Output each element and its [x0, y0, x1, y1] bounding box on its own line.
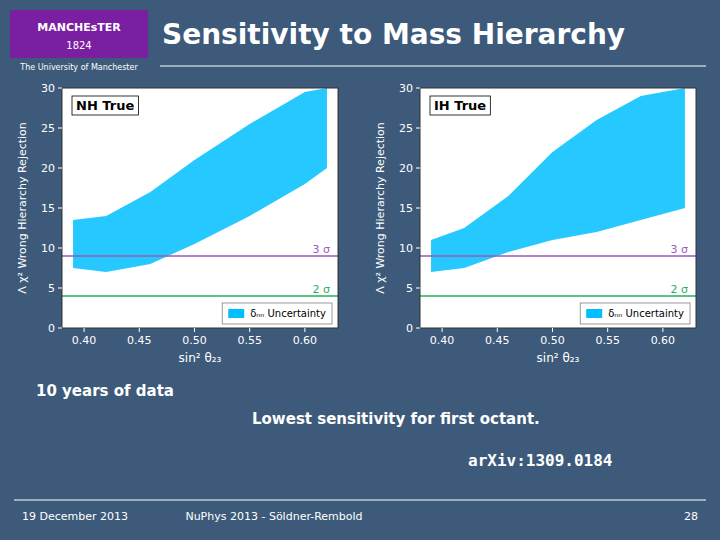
uncertainty-band — [431, 88, 685, 272]
x-tick-label: 0.60 — [293, 334, 318, 347]
panel-label: NH True — [72, 96, 138, 115]
y-tick-label: 5 — [406, 282, 413, 295]
marks — [420, 88, 696, 296]
y-tick-label: 30 — [41, 82, 55, 95]
x-tick-label: 0.40 — [430, 334, 455, 347]
x-tick — [194, 328, 195, 332]
y-tick-label: 30 — [399, 82, 413, 95]
y-tick-label: 0 — [48, 322, 55, 335]
x-tick-label: 0.45 — [485, 334, 510, 347]
background — [0, 0, 720, 540]
y-tick — [416, 88, 420, 89]
marks — [62, 88, 338, 296]
logo-box — [10, 10, 148, 58]
legend-swatch — [228, 309, 244, 318]
y-tick-label: 5 — [48, 282, 55, 295]
legend-swatch — [586, 309, 602, 318]
x-tick-label: 0.60 — [651, 334, 676, 347]
x-tick-label: 0.50 — [540, 334, 565, 347]
y-tick-label: 20 — [41, 162, 55, 175]
x-tick — [497, 328, 498, 332]
panel-label: IH True — [430, 96, 490, 115]
y-tick — [58, 328, 62, 329]
x-tick-label: 0.50 — [182, 334, 207, 347]
plot-area — [420, 88, 696, 328]
logo-text: MANCHEsTER — [37, 21, 121, 34]
y-tick — [58, 168, 62, 169]
x-tick — [442, 328, 443, 332]
x-tick — [84, 328, 85, 332]
panel-label-text: NH True — [76, 98, 134, 113]
y-axis-label: Λ χ² Wrong Hierarchy Rejection — [374, 122, 387, 294]
sigma-line — [420, 295, 696, 297]
x-tick — [139, 328, 140, 332]
y-tick-label: 20 — [399, 162, 413, 175]
y-tick-label: 10 — [41, 242, 55, 255]
y-tick — [416, 328, 420, 329]
sigma-line — [420, 255, 696, 257]
x-axis-label: sin² θ₂₃ — [179, 351, 222, 365]
footer-conference: NuPhys 2013 - Söldner-Rembold — [185, 510, 362, 523]
y-axis-label: Λ χ² Wrong Hierarchy Rejection — [16, 122, 29, 294]
x-tick — [662, 328, 663, 332]
legend: δₙₙ Uncertainty — [222, 303, 332, 324]
y-tick-label: 0 — [406, 322, 413, 335]
panel-label-box — [72, 96, 138, 115]
y-tick — [58, 128, 62, 129]
y-tick — [58, 88, 62, 89]
x-tick-label: 0.40 — [72, 334, 97, 347]
sigma-label: 3 σ — [313, 243, 330, 256]
x-tick — [304, 328, 305, 332]
y-tick-label: 10 — [399, 242, 413, 255]
slide-title: Sensitivity to Mass Hierarchy — [162, 18, 625, 51]
panel-label-text: IH True — [434, 98, 486, 113]
y-tick — [416, 168, 420, 169]
y-tick — [58, 208, 62, 209]
sigma-label: 2 σ — [671, 283, 688, 296]
x-tick — [249, 328, 250, 332]
x-tick — [607, 328, 608, 332]
y-tick — [58, 288, 62, 289]
y-tick — [416, 288, 420, 289]
logo-year: 1824 — [66, 40, 91, 51]
sigma-line — [62, 255, 338, 257]
chart: 3 σ 2 σ 0.40 0.45 0.50 0.55 0.60 0 5 10 15 20 25 30 si… — [16, 82, 338, 365]
sigma-line — [62, 295, 338, 297]
uncertainty-band — [73, 88, 327, 272]
footer-page: 28 — [684, 510, 698, 523]
x-axis-label: sin² θ₂₃ — [537, 351, 580, 365]
footer-date: 19 December 2013 — [22, 510, 128, 523]
sigma-label: 3 σ — [671, 243, 688, 256]
plot-area — [62, 88, 338, 328]
panel-label-box — [430, 96, 490, 115]
title-rule — [160, 66, 706, 67]
y-tick-label: 25 — [41, 122, 55, 135]
note-text: 10 years of data — [36, 382, 174, 400]
plot-frame — [62, 88, 338, 328]
y-tick — [58, 248, 62, 249]
footer-rule — [14, 500, 706, 501]
note-text: Lowest sensitivity for first octant. — [252, 410, 540, 428]
x-tick-label: 0.55 — [237, 334, 262, 347]
y-tick — [416, 128, 420, 129]
legend-frame — [222, 303, 332, 324]
logo-caption: The University of Manchester — [19, 63, 138, 72]
legend-text: δₙₙ Uncertainty — [608, 308, 684, 319]
y-tick-label: 25 — [399, 122, 413, 135]
sigma-label: 2 σ — [313, 283, 330, 296]
legend-frame — [580, 303, 690, 324]
y-tick — [416, 208, 420, 209]
x-tick-label: 0.55 — [595, 334, 620, 347]
y-tick-label: 15 — [399, 202, 413, 215]
legend-text: δₙₙ Uncertainty — [250, 308, 326, 319]
y-tick-label: 15 — [41, 202, 55, 215]
slide: MANCHEsTER 1824 The University of Manchest… — [0, 0, 720, 540]
plot-frame — [420, 88, 696, 328]
legend: δₙₙ Uncertainty — [580, 303, 690, 324]
chart: 3 σ 2 σ 0.40 0.45 0.50 0.55 0.60 0 5 10 15 20 25 30 si… — [374, 82, 696, 365]
x-tick — [552, 328, 553, 332]
y-tick — [416, 248, 420, 249]
x-tick-label: 0.45 — [127, 334, 152, 347]
reference-text: arXiv:1309.0184 — [468, 451, 613, 470]
